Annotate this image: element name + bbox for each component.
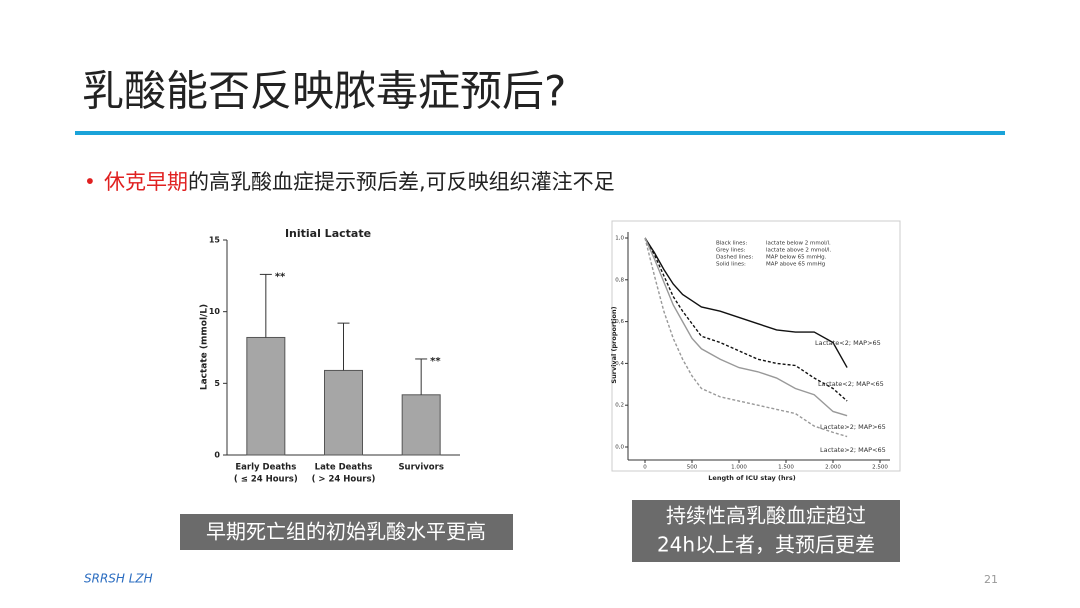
x-tick-label: ( > 24 Hours) <box>312 475 376 485</box>
x-tick-label: Survivors <box>398 463 443 473</box>
slide-title: 乳酸能否反映脓毒症预后? <box>82 67 566 116</box>
note-text: MAP above 65 mmHg <box>766 262 825 268</box>
y-axis-label: Lactate (mmol/L) <box>200 304 210 390</box>
x-tick-label: Late Deaths <box>315 463 373 473</box>
x-tick-label: 1.500 <box>778 465 794 471</box>
x-tick-label: 2.000 <box>825 465 841 471</box>
bar <box>246 336 286 456</box>
chart-title: Initial Lactate <box>285 227 371 240</box>
x-tick-label: 500 <box>687 465 698 471</box>
series-label: Lactate>2; MAP<65 <box>820 446 886 454</box>
note-text: lactate above 2 mmol/l. <box>766 248 832 254</box>
y-tick-label: 0,8 <box>615 277 624 283</box>
footer: SRRSH LZH <box>84 572 153 586</box>
y-tick-label: 1,0 <box>615 236 624 242</box>
annotation: ** <box>275 271 286 282</box>
y-axis-label: Survival (proportion) <box>610 306 618 383</box>
y-tick-label: 5 <box>214 379 220 388</box>
caption: 24h以上者，其预后更差 <box>657 533 875 557</box>
series-label: Lactate<2; MAP<65 <box>818 380 884 388</box>
y-tick-label: 0,4 <box>615 361 624 367</box>
series-label: Lactate<2; MAP>65 <box>815 339 881 347</box>
bullet: 休克早期的高乳酸血症提示预后差,可反映组织灌注不足 <box>104 170 615 194</box>
caption-box <box>632 500 900 562</box>
x-tick-label: Early Deaths <box>235 463 296 473</box>
note-text: lactate below 2 mmol/l. <box>766 241 831 247</box>
x-axis-label: Length of ICU stay (hrs) <box>708 474 795 482</box>
bullet-text: 的高乳酸血症提示预后差,可反映组织灌注不足 <box>188 170 615 194</box>
bar <box>401 394 441 456</box>
bullet-dot: • <box>84 170 96 194</box>
y-tick-label: 10 <box>209 307 221 316</box>
y-tick-label: 0,6 <box>615 319 624 325</box>
bullet-highlight: 休克早期 <box>104 170 188 194</box>
note-text: MAP below 65 mmHg. <box>766 255 827 261</box>
y-tick-label: 0,2 <box>615 403 624 409</box>
caption-box <box>180 514 513 550</box>
x-tick-label: 1.000 <box>731 465 747 471</box>
y-tick-label: 15 <box>209 236 221 245</box>
note-key: Black lines: <box>716 241 747 247</box>
note-key: Solid lines: <box>716 262 746 268</box>
survival-line <box>644 237 848 438</box>
note-key: Grey lines: <box>716 248 746 254</box>
survival-line <box>644 237 848 368</box>
page-number: 21 <box>984 573 998 586</box>
survival-line <box>644 237 848 402</box>
x-tick-label: 0 <box>643 465 647 471</box>
caption: 早期死亡组的初始乳酸水平更高 <box>206 520 486 544</box>
x-tick-label: ( ≤ 24 Hours) <box>234 475 298 485</box>
annotation: ** <box>430 356 441 367</box>
y-tick-label: 0,0 <box>615 445 624 451</box>
x-tick-label: 2.500 <box>872 465 888 471</box>
bar <box>324 369 363 456</box>
survival-line <box>644 237 848 417</box>
series-label: Lactate>2; MAP>65 <box>820 423 886 431</box>
title-rule <box>75 131 1005 135</box>
note-key: Dashed lines: <box>716 255 753 261</box>
y-tick-label: 0 <box>214 451 220 460</box>
caption: 持续性高乳酸血症超过 <box>666 504 866 528</box>
